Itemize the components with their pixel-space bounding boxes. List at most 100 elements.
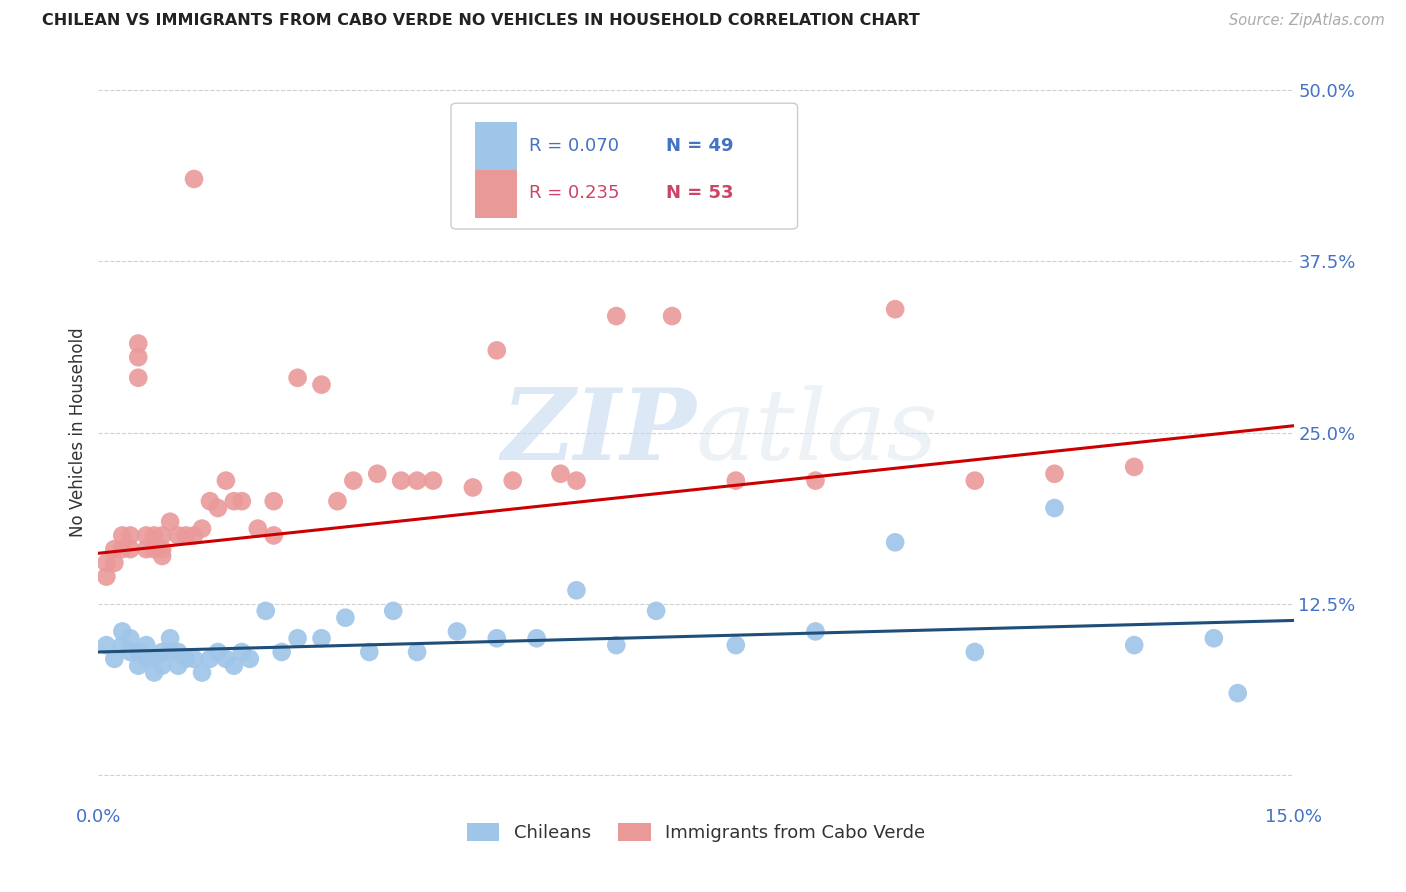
Point [1123, 459, 1146, 474]
Point [207, 645, 229, 659]
Point [159, 632, 181, 646]
Point [127, 336, 149, 351]
Point [804, 474, 827, 488]
Point [804, 624, 827, 639]
Text: CHILEAN VS IMMIGRANTS FROM CABO VERDE NO VEHICLES IN HOUSEHOLD CORRELATION CHART: CHILEAN VS IMMIGRANTS FROM CABO VERDE NO… [42, 13, 920, 29]
Point [254, 604, 277, 618]
Point [111, 528, 134, 542]
Point [485, 343, 508, 358]
Point [963, 474, 986, 488]
Point [96, 638, 118, 652]
Point [127, 658, 149, 673]
Point [406, 645, 429, 659]
Point [461, 480, 484, 494]
Point [526, 632, 548, 646]
Point [963, 645, 986, 659]
Point [565, 583, 588, 598]
Point [167, 658, 190, 673]
Text: ZIP: ZIP [501, 384, 696, 481]
Point [422, 474, 444, 488]
Point [183, 528, 205, 542]
Text: N = 49: N = 49 [666, 137, 734, 155]
Point [183, 652, 205, 666]
Point [645, 604, 668, 618]
Point [342, 474, 364, 488]
Point [96, 556, 118, 570]
Point [485, 632, 508, 646]
Point [111, 542, 134, 557]
Text: R = 0.235: R = 0.235 [529, 185, 619, 202]
Legend: Chileans, Immigrants from Cabo Verde: Chileans, Immigrants from Cabo Verde [460, 815, 932, 849]
Point [103, 542, 125, 557]
Text: Source: ZipAtlas.com: Source: ZipAtlas.com [1229, 13, 1385, 29]
Point [159, 515, 181, 529]
Point [215, 474, 238, 488]
Point [143, 542, 166, 557]
Text: R = 0.070: R = 0.070 [529, 137, 619, 155]
Point [120, 542, 142, 557]
Point [231, 494, 253, 508]
Point [1043, 467, 1066, 481]
Point [246, 522, 269, 536]
Point [207, 501, 229, 516]
Point [191, 665, 214, 680]
Point [198, 652, 221, 666]
Point [550, 467, 572, 481]
Text: N = 53: N = 53 [666, 185, 734, 202]
Point [135, 542, 157, 557]
Point [143, 652, 166, 666]
Point [135, 528, 157, 542]
Point [222, 494, 245, 508]
Bar [475, 169, 517, 218]
Point [96, 569, 118, 583]
Point [239, 652, 262, 666]
Point [198, 494, 221, 508]
Point [263, 528, 285, 542]
Point [287, 371, 309, 385]
Point [1226, 686, 1249, 700]
Point [605, 638, 627, 652]
Point [335, 610, 357, 624]
Point [366, 467, 388, 481]
Point [389, 474, 412, 488]
Point [1123, 638, 1146, 652]
Point [120, 632, 142, 646]
Point [127, 350, 149, 364]
Point [884, 302, 907, 317]
Point [1202, 632, 1225, 646]
Point [884, 535, 907, 549]
Point [183, 172, 205, 186]
Y-axis label: No Vehicles in Household: No Vehicles in Household [69, 327, 87, 538]
Point [724, 638, 747, 652]
Point [120, 645, 142, 659]
Text: atlas: atlas [696, 385, 939, 480]
Point [103, 652, 125, 666]
Point [159, 645, 181, 659]
Point [215, 652, 238, 666]
Point [150, 542, 173, 557]
Point [326, 494, 349, 508]
Point [150, 645, 173, 659]
Point [174, 652, 197, 666]
Point [191, 522, 214, 536]
Point [127, 371, 149, 385]
Point [724, 474, 747, 488]
Point [406, 474, 429, 488]
Point [135, 638, 157, 652]
Point [661, 309, 683, 323]
Point [167, 528, 190, 542]
Point [120, 528, 142, 542]
Point [143, 665, 166, 680]
Point [287, 632, 309, 646]
Point [231, 645, 253, 659]
Point [150, 658, 173, 673]
Point [111, 624, 134, 639]
Point [135, 652, 157, 666]
Point [311, 377, 333, 392]
Point [311, 632, 333, 646]
Point [382, 604, 405, 618]
Point [1043, 501, 1066, 516]
Point [502, 474, 524, 488]
Point [359, 645, 381, 659]
Point [446, 624, 468, 639]
